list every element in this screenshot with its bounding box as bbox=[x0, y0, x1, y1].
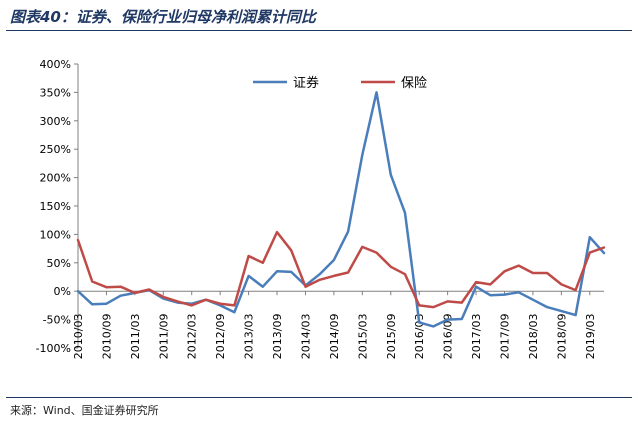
x-tick-label: 2019/03 bbox=[584, 313, 597, 359]
y-tick-label: 200% bbox=[40, 172, 71, 185]
legend-label-2: 保险 bbox=[401, 76, 427, 91]
x-tick-label: 2013/09 bbox=[271, 313, 284, 359]
y-tick-label: 250% bbox=[40, 143, 71, 156]
x-tick-label: 2014/03 bbox=[299, 313, 312, 359]
x-tick-label: 2018/03 bbox=[527, 313, 540, 359]
x-tick-label: 2015/03 bbox=[356, 313, 369, 359]
x-tick-label: 2011/09 bbox=[157, 313, 170, 359]
x-tick-label: 2014/09 bbox=[328, 313, 341, 359]
y-tick-label: 400% bbox=[40, 58, 71, 71]
x-tick-label: 2017/09 bbox=[498, 313, 511, 359]
x-tick-label: 2018/09 bbox=[555, 313, 568, 359]
legend: 证券 保险 bbox=[253, 75, 427, 91]
y-tick-label: 350% bbox=[40, 86, 71, 99]
series-layer bbox=[76, 91, 606, 328]
x-tick-label: 2016/03 bbox=[413, 313, 426, 359]
source-divider bbox=[6, 397, 632, 398]
x-tick-label: 2010/03 bbox=[72, 313, 85, 359]
x-tick-label: 2015/09 bbox=[385, 313, 398, 359]
line-chart: 400% 350% 300% 250% 200% 150% 100% 50% 0% -50% -10… bbox=[36, 58, 606, 359]
x-tick-label: 2011/03 bbox=[129, 313, 142, 359]
y-tick-label: 50% bbox=[47, 257, 71, 270]
x-tick-label: 2017/03 bbox=[470, 313, 483, 359]
y-tick-label: 150% bbox=[40, 200, 71, 213]
chart-title: 图表40：证券、保险行业归母净利润累计同比 bbox=[10, 8, 316, 26]
y-axis: 400% 350% 300% 250% 200% 150% 100% 50% 0% -50% -10… bbox=[36, 58, 79, 355]
legend-label-1: 证券 bbox=[293, 75, 319, 91]
source-note: 来源：Wind、国金证券研究所 bbox=[10, 404, 159, 417]
y-tick-label: 300% bbox=[40, 115, 71, 128]
y-tick-label: -50% bbox=[43, 314, 71, 327]
y-tick-label: -100% bbox=[36, 342, 71, 355]
x-tick-label: 2012/09 bbox=[214, 313, 227, 359]
x-tick-label: 2013/03 bbox=[243, 313, 256, 359]
x-tick-label: 2012/03 bbox=[186, 313, 199, 359]
x-tick-label: 2010/09 bbox=[100, 313, 113, 359]
series-line-2 bbox=[76, 230, 606, 309]
y-tick-label: 0% bbox=[54, 285, 71, 298]
title-divider bbox=[6, 30, 632, 31]
series-line-1 bbox=[76, 91, 606, 328]
x-tick-label: 2016/09 bbox=[442, 313, 455, 359]
y-tick-label: 100% bbox=[40, 228, 71, 241]
x-axis: 2010/03 2010/09 2011/03 2011/09 2012/03 2012/… bbox=[72, 290, 604, 359]
